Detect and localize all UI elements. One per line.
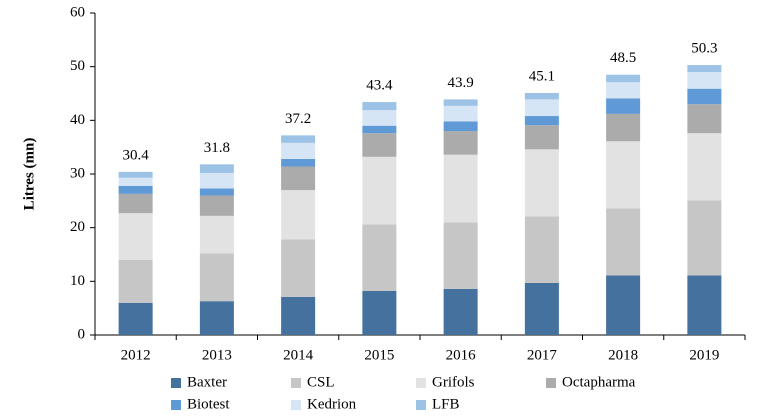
- bar-segment: [687, 200, 722, 276]
- bar-segment: [281, 142, 316, 159]
- bar-segment: [118, 193, 153, 214]
- legend-swatch: [171, 378, 181, 388]
- bar-segment: [118, 213, 153, 260]
- legend-swatch: [416, 400, 426, 410]
- bar-segment: [362, 224, 397, 291]
- total-label: 48.5: [610, 50, 636, 66]
- bar-segment: [362, 156, 397, 225]
- bar-segment: [118, 185, 153, 194]
- bar-segment: [199, 172, 234, 189]
- legend-label: Grifols: [432, 374, 475, 390]
- bar-segment: [606, 275, 641, 335]
- bar-segment: [606, 82, 641, 99]
- bar-segment: [362, 125, 397, 134]
- x-tick-label: 2014: [283, 347, 314, 363]
- legend-label: Baxter: [187, 374, 227, 390]
- bar-segment: [199, 164, 234, 173]
- x-tick-label: 2013: [202, 347, 232, 363]
- bar-segment: [687, 275, 722, 335]
- bar-segment: [606, 208, 641, 276]
- bar-segment: [687, 133, 722, 201]
- y-tick-label: 20: [70, 219, 85, 235]
- x-tick-label: 2016: [446, 347, 477, 363]
- x-tick-label: 2015: [364, 347, 394, 363]
- total-label: 43.9: [448, 75, 474, 91]
- bar-segment: [606, 98, 641, 114]
- bar-segment: [443, 105, 478, 122]
- bar-segment: [443, 288, 478, 335]
- bar-segment: [524, 116, 559, 126]
- bar-segment: [443, 99, 478, 106]
- y-tick-label: 60: [70, 4, 85, 20]
- bar-segment: [281, 158, 316, 167]
- x-tick-label: 2012: [121, 347, 151, 363]
- legend-swatch: [291, 378, 301, 388]
- bar-segment: [606, 141, 641, 209]
- bar-segment: [281, 166, 316, 191]
- bar-segment: [606, 74, 641, 83]
- x-tick-label: 2019: [689, 347, 719, 363]
- y-axis-label: Litres (mn): [21, 138, 37, 211]
- bar-segment: [687, 88, 722, 105]
- bar-segment: [606, 113, 641, 142]
- bar-segment: [524, 125, 559, 150]
- bar-segment: [362, 133, 397, 157]
- legend-label: CSL: [307, 374, 335, 390]
- y-tick-label: 30: [70, 165, 85, 181]
- bar-segment: [524, 99, 559, 117]
- total-label: 30.4: [123, 147, 150, 163]
- legend-swatch: [546, 378, 556, 388]
- total-label: 50.3: [691, 40, 717, 56]
- bar-segment: [118, 302, 153, 335]
- bar-segment: [118, 171, 153, 178]
- total-label: 37.2: [285, 111, 311, 127]
- total-label: 31.8: [204, 140, 230, 156]
- y-tick-label: 10: [70, 273, 85, 289]
- bar-segment: [362, 102, 397, 111]
- bar-segment: [199, 188, 234, 196]
- bar-segment: [118, 259, 153, 303]
- bar-segment: [443, 131, 478, 155]
- bar-segment: [524, 149, 559, 217]
- y-tick-label: 50: [70, 58, 85, 74]
- bar-segment: [118, 177, 153, 186]
- legend-swatch: [171, 400, 181, 410]
- total-label: 43.4: [366, 78, 393, 94]
- bar-segment: [199, 215, 234, 254]
- legend-swatch: [291, 400, 301, 410]
- bar-segment: [524, 216, 559, 283]
- bar-segment: [281, 296, 316, 335]
- y-tick-label: 40: [70, 112, 85, 128]
- bar-segment: [687, 104, 722, 134]
- y-tick-label: 0: [78, 326, 86, 342]
- bar-segment: [199, 195, 234, 216]
- legend-label: Biotest: [187, 396, 230, 412]
- total-label: 45.1: [529, 68, 555, 84]
- bar-segment: [524, 282, 559, 335]
- legend-label: Octapharma: [562, 374, 636, 390]
- bar-segment: [362, 110, 397, 126]
- legend-label: LFB: [432, 396, 460, 412]
- bar-segment: [443, 222, 478, 289]
- x-tick-label: 2017: [527, 347, 558, 363]
- bar-segment: [199, 301, 234, 335]
- legend-label: Kedrion: [307, 396, 357, 412]
- bar-segment: [281, 135, 316, 143]
- bar-segment: [362, 290, 397, 335]
- bar-segment: [281, 239, 316, 297]
- bar-segment: [687, 72, 722, 89]
- bar-segment: [281, 190, 316, 240]
- x-tick-label: 2018: [608, 347, 638, 363]
- bar-segment: [443, 121, 478, 132]
- bar-segment: [687, 65, 722, 73]
- bar-segment: [524, 92, 559, 100]
- bar-segment: [443, 154, 478, 223]
- legend-swatch: [416, 378, 426, 388]
- bar-segment: [199, 253, 234, 302]
